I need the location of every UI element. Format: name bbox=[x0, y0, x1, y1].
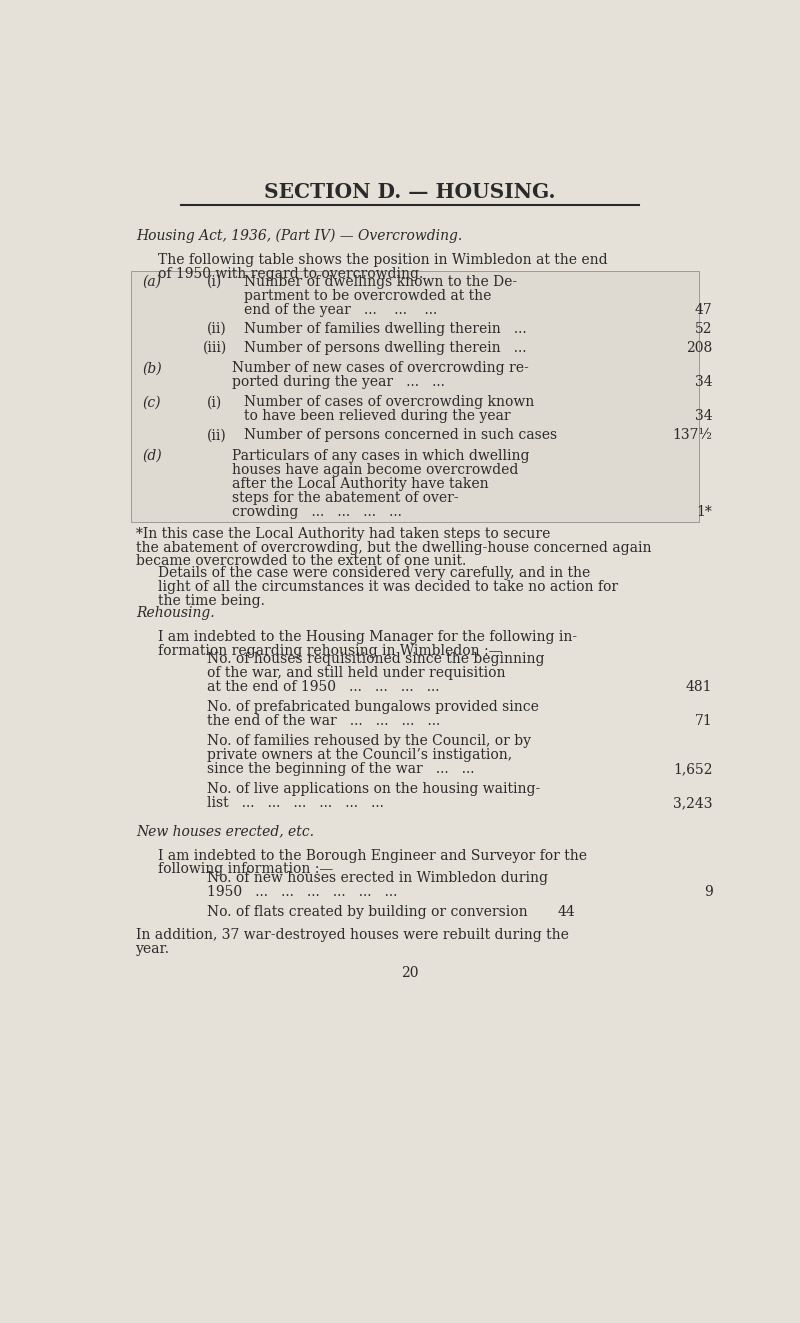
Text: 47: 47 bbox=[695, 303, 713, 318]
Text: *In this case the Local Authority had taken steps to secure: *In this case the Local Authority had ta… bbox=[136, 527, 550, 541]
Text: Number of persons concerned in such cases: Number of persons concerned in such case… bbox=[245, 429, 558, 442]
Text: 44: 44 bbox=[558, 905, 575, 918]
Text: private owners at the Council’s instigation,: private owners at the Council’s instigat… bbox=[207, 749, 512, 762]
Text: (i): (i) bbox=[207, 275, 222, 288]
Text: 137½: 137½ bbox=[673, 429, 713, 442]
Text: Housing Act, 1936, (Part IV) — Overcrowding.: Housing Act, 1936, (Part IV) — Overcrowd… bbox=[136, 229, 462, 243]
Text: 71: 71 bbox=[695, 714, 713, 728]
Text: 1,652: 1,652 bbox=[673, 762, 713, 777]
Text: 52: 52 bbox=[695, 321, 713, 336]
Text: light of all the circumstances it was decided to take no action for: light of all the circumstances it was de… bbox=[158, 581, 618, 594]
Text: (c): (c) bbox=[142, 396, 161, 409]
Text: Number of dwellings known to the De-: Number of dwellings known to the De- bbox=[245, 275, 518, 288]
Text: Number of new cases of overcrowding re-: Number of new cases of overcrowding re- bbox=[232, 361, 529, 376]
Text: at the end of 1950   ...   ...   ...   ...: at the end of 1950 ... ... ... ... bbox=[207, 680, 440, 695]
Text: 3,243: 3,243 bbox=[673, 796, 713, 811]
Text: No. of flats created by building or conversion: No. of flats created by building or conv… bbox=[207, 905, 528, 918]
Text: Particulars of any cases in which dwelling: Particulars of any cases in which dwelli… bbox=[232, 448, 530, 463]
Text: 481: 481 bbox=[686, 680, 713, 695]
Text: to have been relieved during the year: to have been relieved during the year bbox=[245, 409, 511, 423]
Text: Details of the case were considered very carefully, and in the: Details of the case were considered very… bbox=[158, 566, 590, 581]
Text: 1*: 1* bbox=[697, 504, 713, 519]
Text: following information :—: following information :— bbox=[158, 863, 333, 876]
Text: Rehousing.: Rehousing. bbox=[136, 606, 214, 620]
Text: list   ...   ...   ...   ...   ...   ...: list ... ... ... ... ... ... bbox=[207, 796, 384, 811]
Text: 9: 9 bbox=[704, 885, 713, 898]
Text: 1950   ...   ...   ...   ...   ...   ...: 1950 ... ... ... ... ... ... bbox=[207, 885, 398, 898]
Text: crowding   ...   ...   ...   ...: crowding ... ... ... ... bbox=[232, 504, 402, 519]
Text: No. of new houses erected in Wimbledon during: No. of new houses erected in Wimbledon d… bbox=[207, 871, 548, 885]
Text: steps for the abatement of over-: steps for the abatement of over- bbox=[232, 491, 458, 504]
Text: (a): (a) bbox=[142, 275, 161, 288]
Text: SECTION D. — HOUSING.: SECTION D. — HOUSING. bbox=[264, 183, 556, 202]
Text: since the beginning of the war   ...   ...: since the beginning of the war ... ... bbox=[207, 762, 474, 777]
Text: after the Local Authority have taken: after the Local Authority have taken bbox=[232, 476, 489, 491]
Text: became overcrowded to the extent of one unit.: became overcrowded to the extent of one … bbox=[136, 554, 466, 569]
Text: Number of families dwelling therein   ...: Number of families dwelling therein ... bbox=[245, 321, 527, 336]
Text: (ii): (ii) bbox=[207, 321, 227, 336]
Text: In addition, 37 war-destroyed houses were rebuilt during the: In addition, 37 war-destroyed houses wer… bbox=[136, 929, 569, 942]
FancyBboxPatch shape bbox=[131, 271, 699, 521]
Text: of 1950 with regard to overcrowding.: of 1950 with regard to overcrowding. bbox=[158, 267, 423, 280]
Text: 34: 34 bbox=[695, 376, 713, 389]
Text: year.: year. bbox=[136, 942, 170, 957]
Text: Number of persons dwelling therein   ...: Number of persons dwelling therein ... bbox=[245, 341, 527, 355]
Text: (iii): (iii) bbox=[203, 341, 227, 355]
Text: 20: 20 bbox=[402, 967, 418, 980]
Text: 208: 208 bbox=[686, 341, 713, 355]
Text: I am indebted to the Borough Engineer and Surveyor for the: I am indebted to the Borough Engineer an… bbox=[158, 848, 586, 863]
Text: partment to be overcrowded at the: partment to be overcrowded at the bbox=[245, 288, 492, 303]
Text: Number of cases of overcrowding known: Number of cases of overcrowding known bbox=[245, 396, 534, 409]
Text: houses have again become overcrowded: houses have again become overcrowded bbox=[232, 463, 518, 476]
Text: The following table shows the position in Wimbledon at the end: The following table shows the position i… bbox=[158, 253, 607, 267]
Text: 34: 34 bbox=[695, 409, 713, 423]
Text: ported during the year   ...   ...: ported during the year ... ... bbox=[232, 376, 445, 389]
Text: No. of families rehoused by the Council, or by: No. of families rehoused by the Council,… bbox=[207, 734, 531, 749]
Text: New houses erected, etc.: New houses erected, etc. bbox=[136, 824, 314, 839]
Text: formation regarding rehousing in Wimbledon :—: formation regarding rehousing in Wimbled… bbox=[158, 644, 502, 658]
Text: the abatement of overcrowding, but the dwelling-house concerned again: the abatement of overcrowding, but the d… bbox=[136, 541, 651, 554]
Text: (d): (d) bbox=[142, 448, 162, 463]
Text: (ii): (ii) bbox=[207, 429, 227, 442]
Text: No. of live applications on the housing waiting-: No. of live applications on the housing … bbox=[207, 782, 541, 796]
Text: the end of the war   ...   ...   ...   ...: the end of the war ... ... ... ... bbox=[207, 714, 441, 728]
Text: (i): (i) bbox=[207, 396, 222, 409]
Text: the time being.: the time being. bbox=[158, 594, 265, 609]
Text: No. of prefabricated bungalows provided since: No. of prefabricated bungalows provided … bbox=[207, 700, 539, 714]
Text: (b): (b) bbox=[142, 361, 162, 376]
Text: of the war, and still held under requisition: of the war, and still held under requisi… bbox=[207, 665, 506, 680]
Text: I am indebted to the Housing Manager for the following in-: I am indebted to the Housing Manager for… bbox=[158, 630, 577, 644]
Text: No. of houses requisitioned since the beginning: No. of houses requisitioned since the be… bbox=[207, 652, 545, 665]
Text: end of the year   ...    ...    ...: end of the year ... ... ... bbox=[245, 303, 438, 318]
